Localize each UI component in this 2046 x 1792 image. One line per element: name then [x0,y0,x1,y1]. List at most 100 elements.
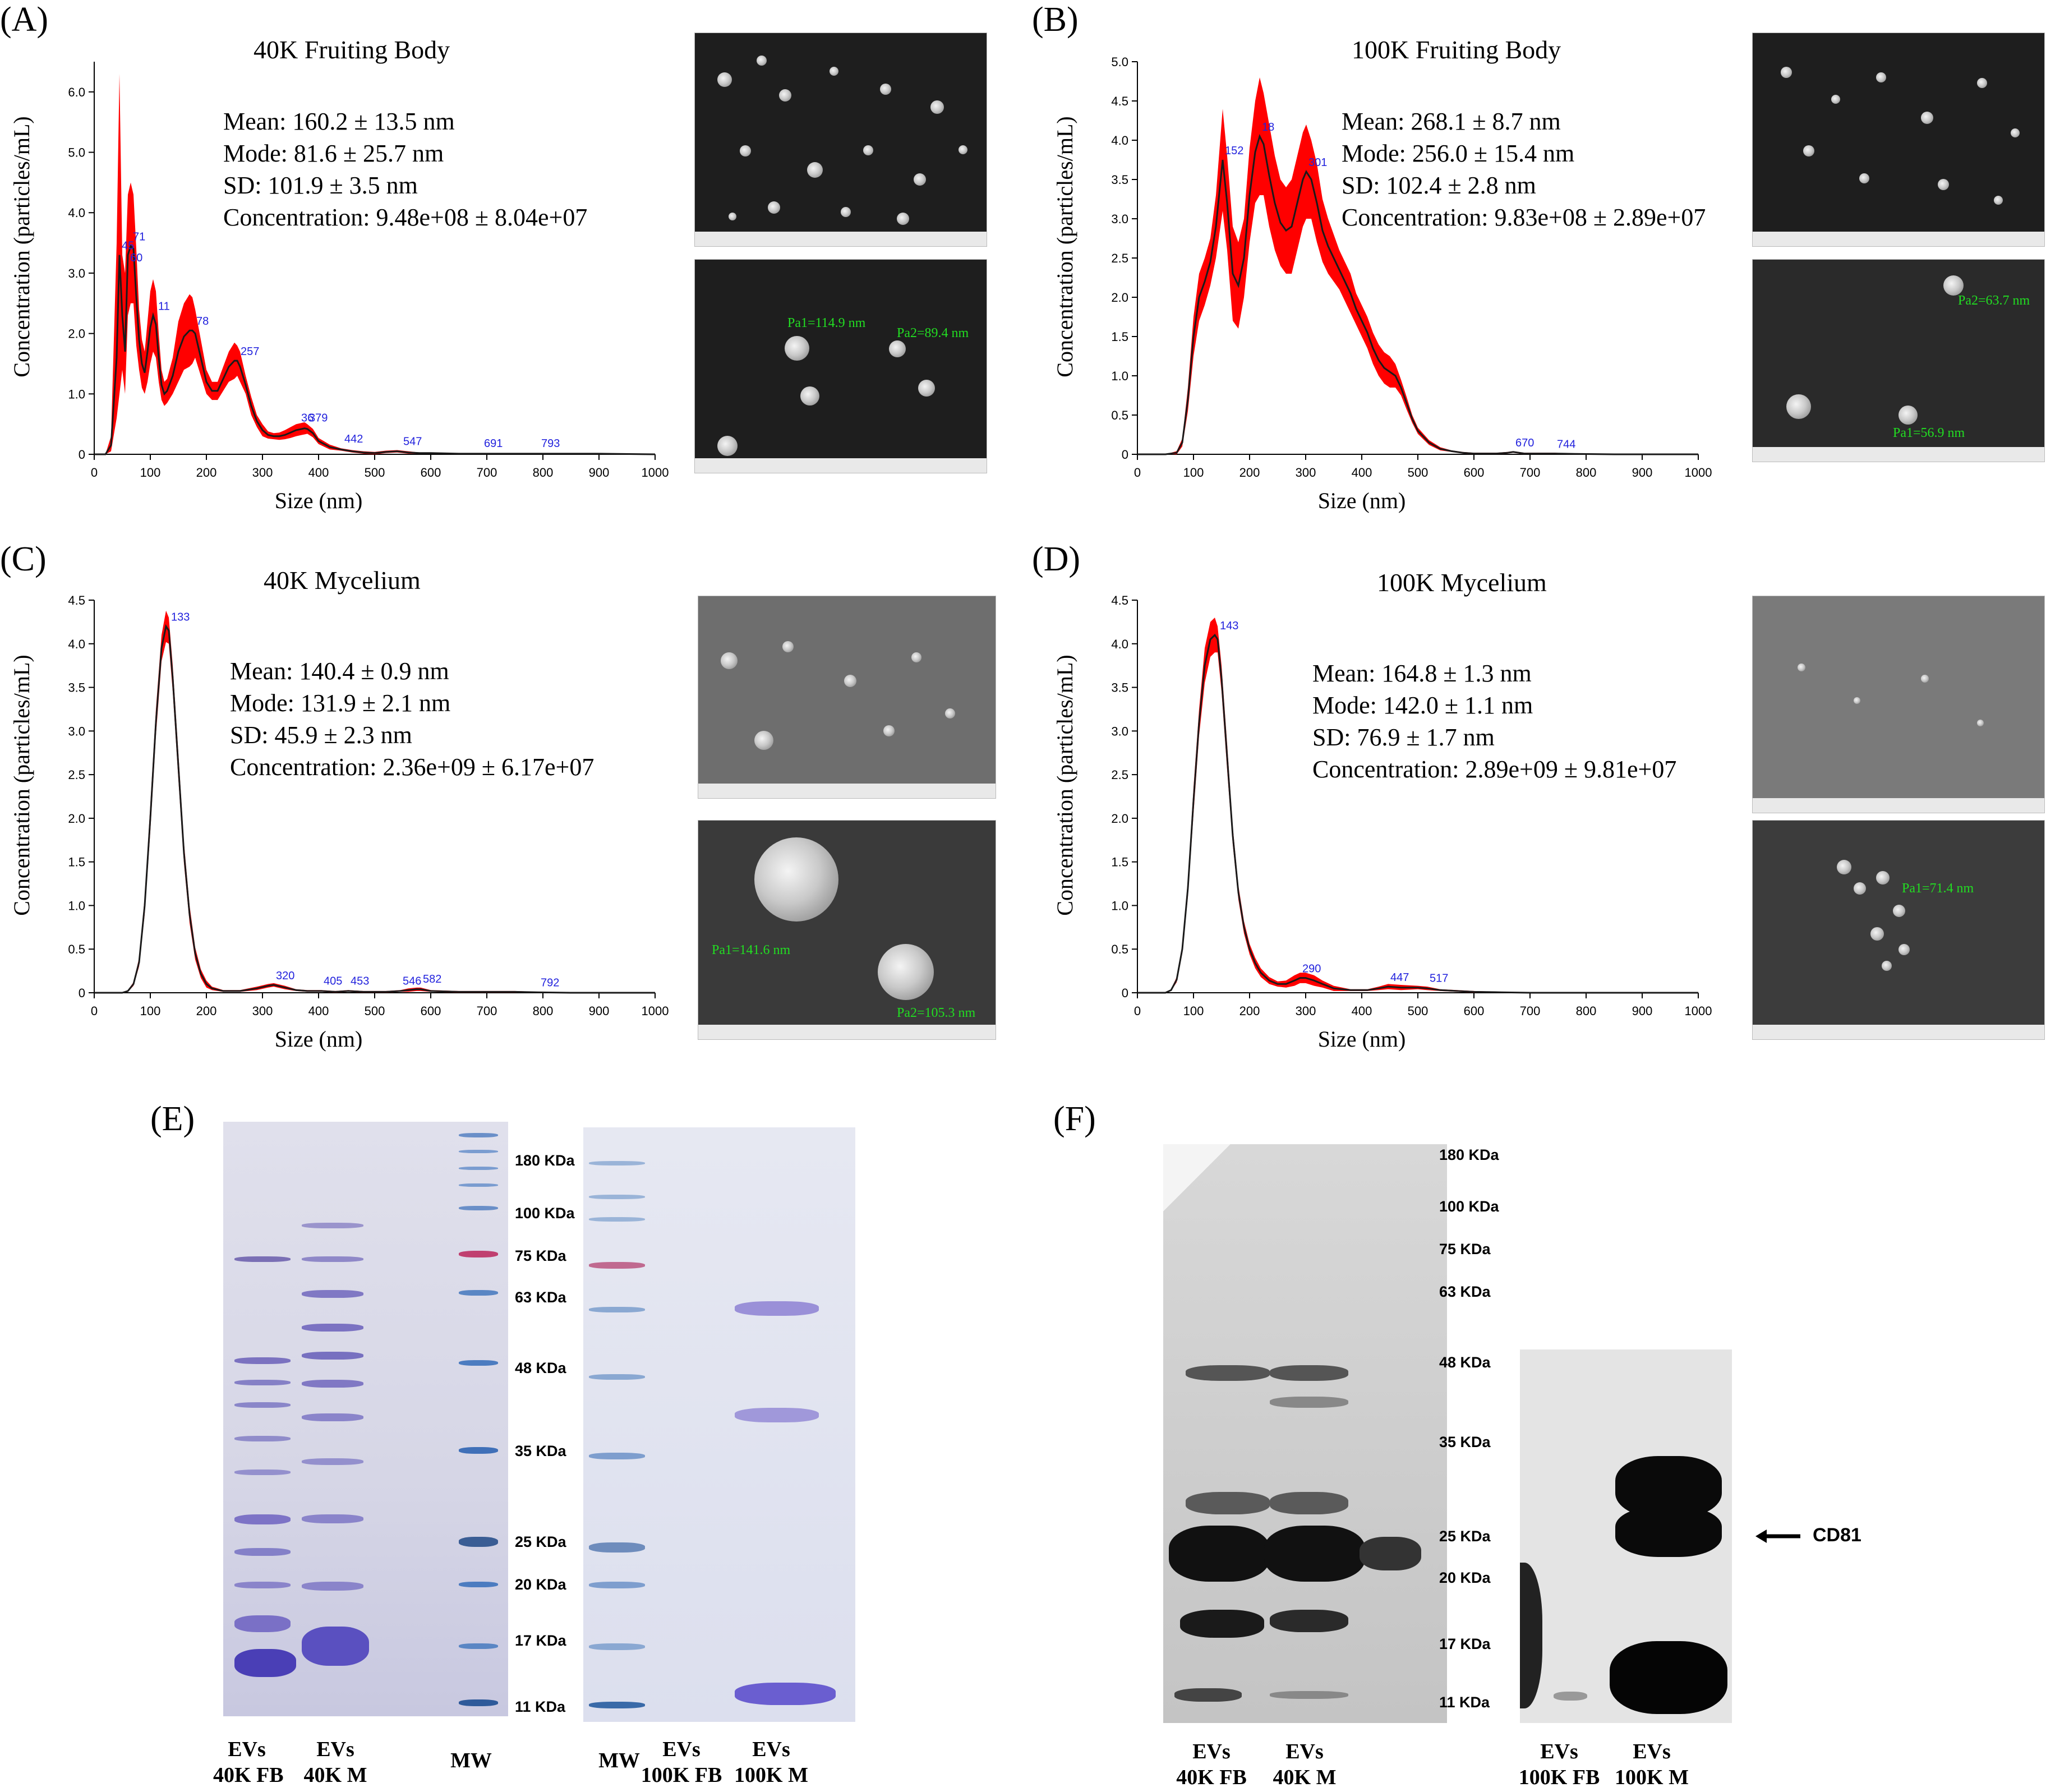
y-tick-label: 6.0 [68,85,85,99]
stats-a-sd: SD: 101.9 ± 3.5 nm [223,172,418,199]
y-tick-label: 0 [1122,448,1128,462]
peak-label: 792 [541,976,559,989]
panel-letter-b: (B) [1032,1,1079,39]
sem-image-b-bottom: Pa2=63.7 nm Pa1=56.9 nm [1752,259,2045,462]
chart-title-d: 100K Mycelium [1377,568,1547,597]
peak-label: 691 [484,437,503,450]
sem-measure-d-pa1: Pa1=71.4 nm [1902,881,1974,896]
stats-c-sd: SD: 45.9 ± 2.3 nm [230,721,412,749]
y-tick-label: 0.5 [1111,408,1128,422]
x-tick-label: 900 [589,466,610,480]
y-tick-label: 4.5 [1111,94,1128,108]
y-tick-label: 3.0 [1111,724,1128,738]
y-tick-label: 2.5 [68,768,85,782]
stats-b-sd: SD: 102.4 ± 2.8 nm [1342,172,1536,199]
peak-label: 547 [403,436,422,448]
y-tick-label: 3.0 [68,266,85,280]
stats-d-sd: SD: 76.9 ± 1.7 nm [1312,724,1495,751]
sem-measure-c-pa2: Pa2=105.3 nm [897,1006,976,1020]
blot-f-lane-evs-100k-fb: EVs 100K FB [1514,1739,1604,1790]
y-tick-label: 0 [79,448,85,462]
y-tick-label: 3.0 [1111,212,1128,226]
y-tick-label: 0.5 [1111,942,1128,956]
y-tick-label: 4.0 [1111,133,1128,148]
gel-e-mw-17: 17 KDa [515,1632,566,1649]
blot-f-lane-evs-40k-fb: EVs 40K FB [1172,1739,1251,1790]
x-axis-label: Size (nm) [1318,1026,1406,1052]
x-axis-label: Size (nm) [275,488,363,513]
sem-measure-a-pa2: Pa2=89.4 nm [897,326,969,340]
peak-label: 290 [1302,963,1321,975]
gel-e-mw-20: 20 KDa [515,1576,566,1593]
gel-e-mw-180: 180 KDa [515,1152,575,1169]
lane-label-line-1: EVs [1192,1740,1231,1763]
x-tick-label: 400 [308,1004,329,1018]
lane-label-line-1: EVs [1285,1740,1324,1763]
y-tick-label: 5.0 [1111,55,1128,69]
x-tick-label: 1000 [642,1004,669,1018]
lane-label-line-1: EVs [752,1738,790,1761]
blot-f-right [1520,1349,1732,1723]
y-tick-label: 1.0 [68,899,85,913]
y-axis-label: Concentration (particles/mL) [9,655,34,915]
peak-label: 582 [423,973,441,985]
peak-label: 453 [351,975,369,987]
x-tick-label: 0 [91,466,98,480]
lane-label-line-2: 40K FB [213,1763,284,1787]
y-tick-label: 1.5 [1111,330,1128,344]
x-tick-label: 900 [1632,1004,1653,1018]
x-tick-label: 700 [1520,466,1541,480]
peak-label: 257 [241,345,259,358]
peak-label: 36 [301,412,314,425]
stats-d-concentration: Concentration: 2.89e+09 ± 9.81e+07 [1312,756,1677,783]
x-tick-label: 100 [1183,1004,1204,1018]
x-tick-label: 200 [1239,466,1260,480]
panel-letter-e: (E) [150,1100,195,1138]
panel-letter-d: (D) [1032,540,1081,578]
cd81-arrow-icon [1755,1530,1800,1543]
x-tick-label: 400 [308,466,329,480]
mean-line [94,624,655,994]
peak-label: 670 [1515,437,1534,449]
sem-info-bar [695,458,987,473]
peak-label: 447 [1390,971,1409,984]
y-tick-label: 3.5 [1111,173,1128,187]
stats-b-mean: Mean: 268.1 ± 8.7 nm [1342,108,1561,135]
x-tick-label: 200 [196,1004,217,1018]
x-tick-label: 600 [1464,466,1485,480]
x-tick-label: 500 [365,466,385,480]
blot-f-mw-180: 180 KDa [1439,1146,1499,1163]
blot-f-left [1163,1144,1447,1723]
stats-a-mode: Mode: 81.6 ± 25.7 nm [223,140,444,167]
x-tick-label: 700 [477,1004,497,1018]
lane-label-line-2: 40K M [303,1763,367,1787]
lane-label-line-2: 100K M [1615,1766,1689,1789]
peak-label: 517 [1430,973,1448,985]
error-band [1137,77,1698,454]
stats-c-mode: Mode: 131.9 ± 2.1 nm [230,689,451,717]
x-tick-label: 500 [365,1004,385,1018]
y-tick-label: 4.0 [68,637,85,651]
stats-b: Mean: 268.1 ± 8.7 nm Mode: 256.0 ± 15.4 … [1342,105,1706,233]
gel-e-left [223,1122,508,1716]
y-tick-label: 3.5 [68,681,85,695]
panel-letter-c: (C) [0,540,47,578]
stats-c-concentration: Concentration: 2.36e+09 ± 6.17e+07 [230,753,595,781]
x-axis-label: Size (nm) [1318,488,1406,513]
x-tick-label: 300 [252,466,273,480]
y-tick-label: 2.0 [1111,291,1128,305]
y-tick-label: 1.0 [1111,369,1128,383]
lane-label-line-2: 40K FB [1176,1766,1247,1789]
chart-title-c: 40K Mycelium [264,566,421,595]
peak-label: 793 [541,437,560,450]
sem-image-a-bottom: Pa1=114.9 nm Pa2=89.4 nm [694,259,987,473]
y-tick-label: 2.5 [1111,251,1128,265]
sem-info-bar [698,1025,996,1039]
peak-label: 744 [1557,439,1575,451]
nta-chart-d: 0 100 200 300 400 500 600 700 800 900 1000 0 0.5 1.0 1… [1052,593,1712,1052]
blot-f-lane-evs-40k-m: EVs 40K M [1265,1739,1344,1790]
sem-image-b-top [1752,33,2045,247]
sem-info-bar [1753,798,2044,813]
sem-info-bar [695,232,987,246]
blot-f-lane-evs-100k-m: EVs 100K M [1610,1739,1694,1790]
